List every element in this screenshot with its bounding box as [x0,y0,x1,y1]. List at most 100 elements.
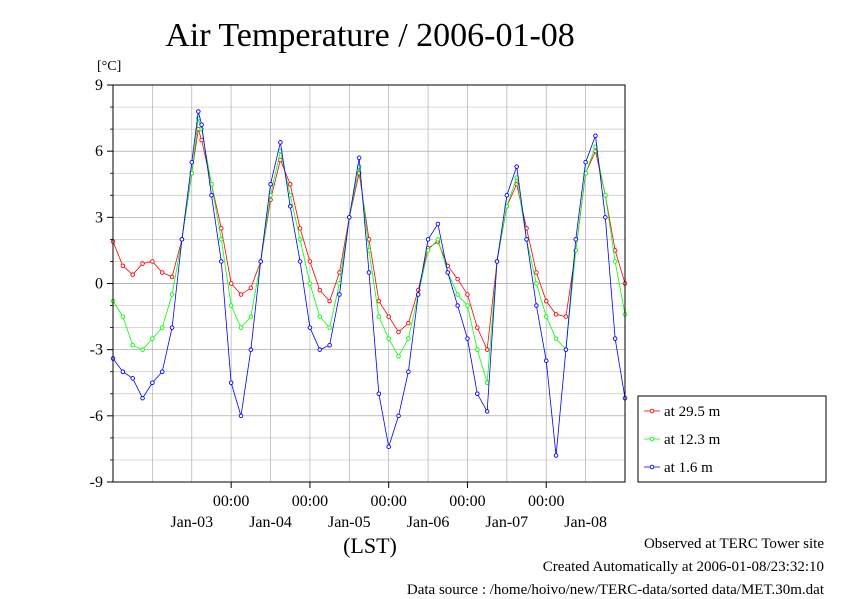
y-tick-label: -6 [90,408,103,425]
data-point [140,347,145,352]
data-point [435,237,441,242]
y-tick-label: 3 [95,209,103,226]
data-point [238,292,244,297]
legend-swatch-marker [649,436,655,442]
data-point [287,204,293,209]
data-point [455,303,460,308]
data-point [455,292,460,297]
data-point [219,226,224,231]
data-point [543,314,549,319]
data-point [563,314,569,319]
data-point [179,237,185,242]
data-point [534,270,539,275]
data-point [563,347,569,352]
data-point [140,261,145,266]
data-point [455,276,460,282]
data-point [287,181,293,187]
data-point [317,287,323,293]
data-point [543,298,549,304]
data-point [475,325,480,330]
data-point [248,314,254,319]
data-point [327,343,332,348]
data-point [248,285,254,291]
data-point [297,259,303,264]
data-point [278,157,283,163]
data-point [199,126,204,132]
data-point [534,281,539,286]
data-point [514,164,519,169]
data-point [553,312,559,317]
x-date-label: Jan-04 [249,514,292,531]
data-point [484,409,490,414]
data-point [307,325,313,330]
data-point [475,347,480,352]
data-point [534,303,539,308]
data-point [278,140,283,145]
data-point [248,347,254,352]
legend: at 29.5 m at 12.3 m at 1.6 m [637,395,827,483]
y-tick-label: -3 [90,342,103,359]
data-point [327,325,332,330]
data-point [297,226,303,231]
data-point [297,237,303,242]
data-point [406,320,411,326]
data-point [406,336,411,341]
data-point [238,325,244,330]
data-point [317,347,323,352]
data-point [475,391,480,397]
legend-swatch-marker [649,408,655,414]
data-point [524,237,529,242]
x-date-label: Jan-08 [564,514,607,531]
data-point [159,270,165,275]
series-group [110,109,628,458]
data-point [425,237,431,242]
data-point [307,259,313,264]
x-date-label: Jan-05 [328,514,371,531]
data-point [376,391,382,397]
data-point [228,281,234,286]
x-date-label: Jan-07 [486,514,529,531]
series-line [112,111,626,456]
data-point [219,237,224,242]
series-3 [110,109,628,458]
legend-label: at 1.6 m [664,460,713,476]
footer-source: Data source : /home/hoivo/new/TERC-data/… [406,582,824,598]
data-point [386,314,391,319]
x-tick-time-label: 00:00 [370,493,406,510]
data-point [396,413,401,419]
data-point [169,274,175,280]
y-tick-label: -9 [90,474,103,491]
data-point [376,314,382,319]
data-point [268,181,273,187]
data-point [356,155,362,161]
data-point [337,292,342,297]
y-tick-label: 6 [95,143,103,160]
y-tick-label: 9 [95,77,103,94]
data-point [130,376,135,381]
series-line [112,117,626,383]
x-tick-time-label: 00:00 [528,493,564,510]
data-point [435,221,441,227]
data-point [425,248,431,253]
data-point [583,159,588,165]
x-tick-time-label: 00:00 [292,493,328,510]
x-date-label: Jan-03 [170,514,213,531]
chart-title: Air Temperature / 2006-01-08 [165,17,575,54]
legend-box [637,395,827,483]
y-tick-label: 0 [95,276,103,293]
data-point [504,193,510,198]
data-point [317,314,323,319]
data-point [120,263,126,269]
data-point [415,292,421,297]
data-point [553,453,559,458]
data-point [228,380,234,386]
data-point [120,369,126,374]
legend-swatch-marker [649,464,655,470]
data-point [347,215,352,220]
data-point [327,298,332,304]
data-point [140,395,145,401]
data-point [150,259,155,264]
data-point [396,329,401,335]
